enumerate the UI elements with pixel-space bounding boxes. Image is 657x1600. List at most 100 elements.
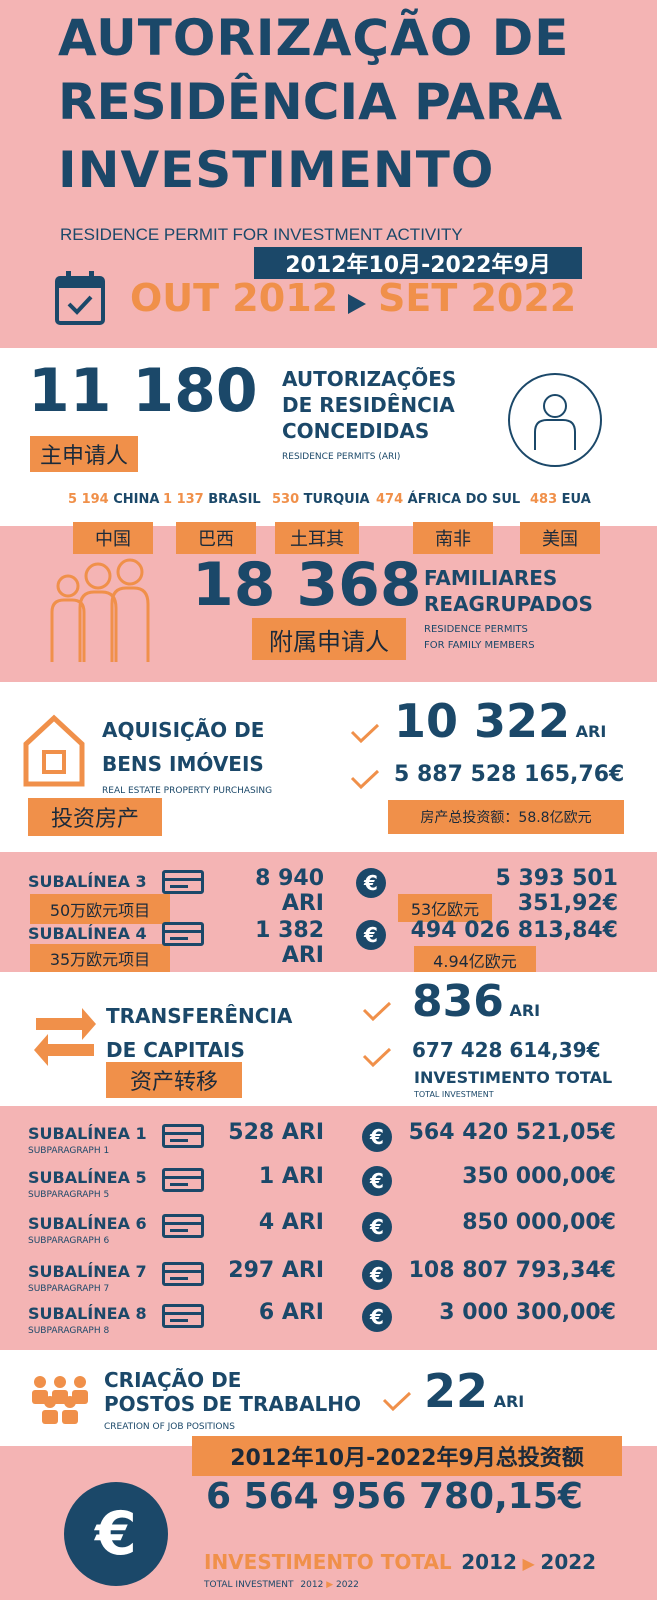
capital-label-1: TRANSFERÊNCIA [106,1004,293,1028]
subalinea-small: SUBPARAGRAPH 8 [28,1326,110,1336]
jobs-ari-unit: ARI [493,1392,525,1411]
calendar-icon [54,270,106,326]
country-eua: 483 EUA [530,492,591,507]
main-permits-label-1: AUTORIZAÇÕES [282,367,457,391]
subalinea-ari: 1 382 ARI [255,918,324,968]
main-applicant-tag: 主申请人 [30,436,138,472]
family-small-1: RESIDENCE PERMITS [424,624,528,635]
capital-cn-tag: 资产转移 [106,1062,242,1098]
jobs-label-1: CRIAÇÃO DE [104,1368,242,1392]
check-icon [350,722,380,744]
country-name: TURQUIA [303,492,370,507]
subalinea-label: SUBALÍNEA 7 [28,1262,147,1281]
period-end: SET 2022 [378,276,577,320]
real-estate-ari-count: 10 322 [394,694,571,748]
subalinea-amount: 3 000 300,00€ [439,1300,616,1325]
country-cn-tag: 巴西 [176,522,256,554]
subalinea-cn-tag: 50万欧元项目 [30,894,170,924]
country-count: 5 194 [68,492,109,507]
subalinea-amount: 108 807 793,34€ [408,1258,616,1283]
credit-card-icon [162,1262,204,1286]
family-count: 18 368 [192,550,422,620]
credit-card-icon [162,1168,204,1192]
check-icon [382,1390,412,1412]
footer-small-end: 2022 [336,1580,359,1590]
title-line-3: INVESTIMENTO [58,141,495,199]
transfer-arrows-icon [32,1002,98,1072]
real-estate-label-2: BENS IMÓVEIS [102,752,264,776]
euro-icon: € [362,1212,392,1242]
country-count: 483 [530,492,558,507]
footer-label: INVESTIMENTO TOTAL [204,1550,452,1574]
capital-amount: 677 428 614,39€ [412,1038,601,1062]
check-icon [362,1046,392,1068]
countries-section [0,488,657,526]
euro-icon: € [362,1166,392,1196]
credit-card-icon [162,1304,204,1328]
cn-period-badge: 2012年10月-2022年9月 [254,247,582,279]
country-africa-do-sul: 474 ÁFRICA DO SUL [376,492,520,507]
credit-card-icon [162,922,204,946]
play-arrow-icon [346,292,368,320]
capital-ari-count: 836 [412,976,504,1027]
country-cn-tag: 土耳其 [275,522,359,554]
euro-icon: € [362,1302,392,1332]
subalinea-cn-amount: 4.94亿欧元 [414,946,536,974]
family-label-1: FAMILIARES [424,566,558,590]
main-permits-label-3: CONCEDIDAS [282,419,430,443]
jobs-ari: 22 ARI [424,1364,524,1418]
footer-cn-title: 2012年10月-2022年9月总投资额 [192,1436,622,1476]
footer-label-row: INVESTIMENTO TOTAL 2012 ▶ 2022 [204,1550,596,1574]
check-icon [362,1000,392,1022]
credit-card-icon [162,870,204,894]
family-label-2: REAGRUPADOS [424,592,593,616]
check-icon [350,768,380,790]
family-icon [38,558,158,668]
subtitle: RESIDENCE PERMIT FOR INVESTMENT ACTIVITY [60,225,463,244]
subalinea-label: SUBALÍNEA 5 [28,1168,147,1187]
jobs-label-2: POSTOS DE TRABALHO [104,1392,362,1416]
jobs-ari-count: 22 [424,1364,489,1418]
euro-icon: € [362,1122,392,1152]
footer-year-end: 2022 [540,1550,597,1574]
subalinea-amount: 494 026 813,84€ [410,918,618,943]
capital-ari-unit: ARI [509,1001,541,1020]
country-name: ÁFRICA DO SUL [407,492,521,507]
person-icon [505,370,605,470]
subalinea-amount: 350 000,00€ [462,1164,616,1189]
country-cn-tag: 南非 [413,522,493,554]
subalinea-label: SUBALÍNEA 4 [28,924,147,943]
title-line-2: RESIDÊNCIA PARA [58,73,563,131]
subalinea-ari: 6 ARI [258,1300,324,1325]
country-cn-tag: 美国 [520,522,600,554]
capital-total-label: INVESTIMENTO TOTAL [414,1068,613,1087]
family-small-2: FOR FAMILY MEMBERS [424,640,535,651]
real-estate-label-1: AQUISIÇÃO DE [102,718,265,742]
country-china: 5 194 CHINA [68,492,159,507]
real-estate-small: REAL ESTATE PROPERTY PURCHASING [102,786,273,796]
real-estate-cn-total: 房产总投资额：58.8亿欧元 [388,800,624,834]
footer-small-row: TOTAL INVESTMENT 2012 ▶ 2022 [204,1580,359,1590]
subalinea-amount: 850 000,00€ [462,1210,616,1235]
real-estate-cn-tag: 投资房产 [28,798,162,836]
real-estate-amount: 5 887 528 165,76€ [394,762,625,787]
house-icon [22,714,86,788]
subalinea-small: SUBPARAGRAPH 5 [28,1190,110,1200]
period-start: OUT 2012 [130,276,339,320]
title-line-1: AUTORIZAÇÃO DE [58,9,570,67]
country-name: EUA [561,492,591,507]
country-turquia: 530 TURQUIA [272,492,370,507]
subalinea-small: SUBPARAGRAPH 6 [28,1236,110,1246]
country-count: 474 [376,492,404,507]
jobs-section [0,1350,657,1446]
subalinea-label: SUBALÍNEA 1 [28,1124,147,1143]
main-permits-section: 11 180 主申请人 AUTORIZAÇÕES DE RESIDÊNCIA C… [0,348,657,488]
workers-icon [26,1372,94,1424]
footer-arrow-icon: ▶ [522,1554,535,1573]
subalinea-ari: 8 940 ARI [255,866,324,916]
capital-total-small: TOTAL INVESTMENT [414,1090,494,1099]
footer-year-start: 2012 [461,1550,517,1574]
euro-icon: € [356,868,386,898]
subalinea-ari: 297 ARI [228,1258,324,1283]
header-section: AUTORIZAÇÃO DE RESIDÊNCIA PARA INVESTIME… [0,0,657,348]
